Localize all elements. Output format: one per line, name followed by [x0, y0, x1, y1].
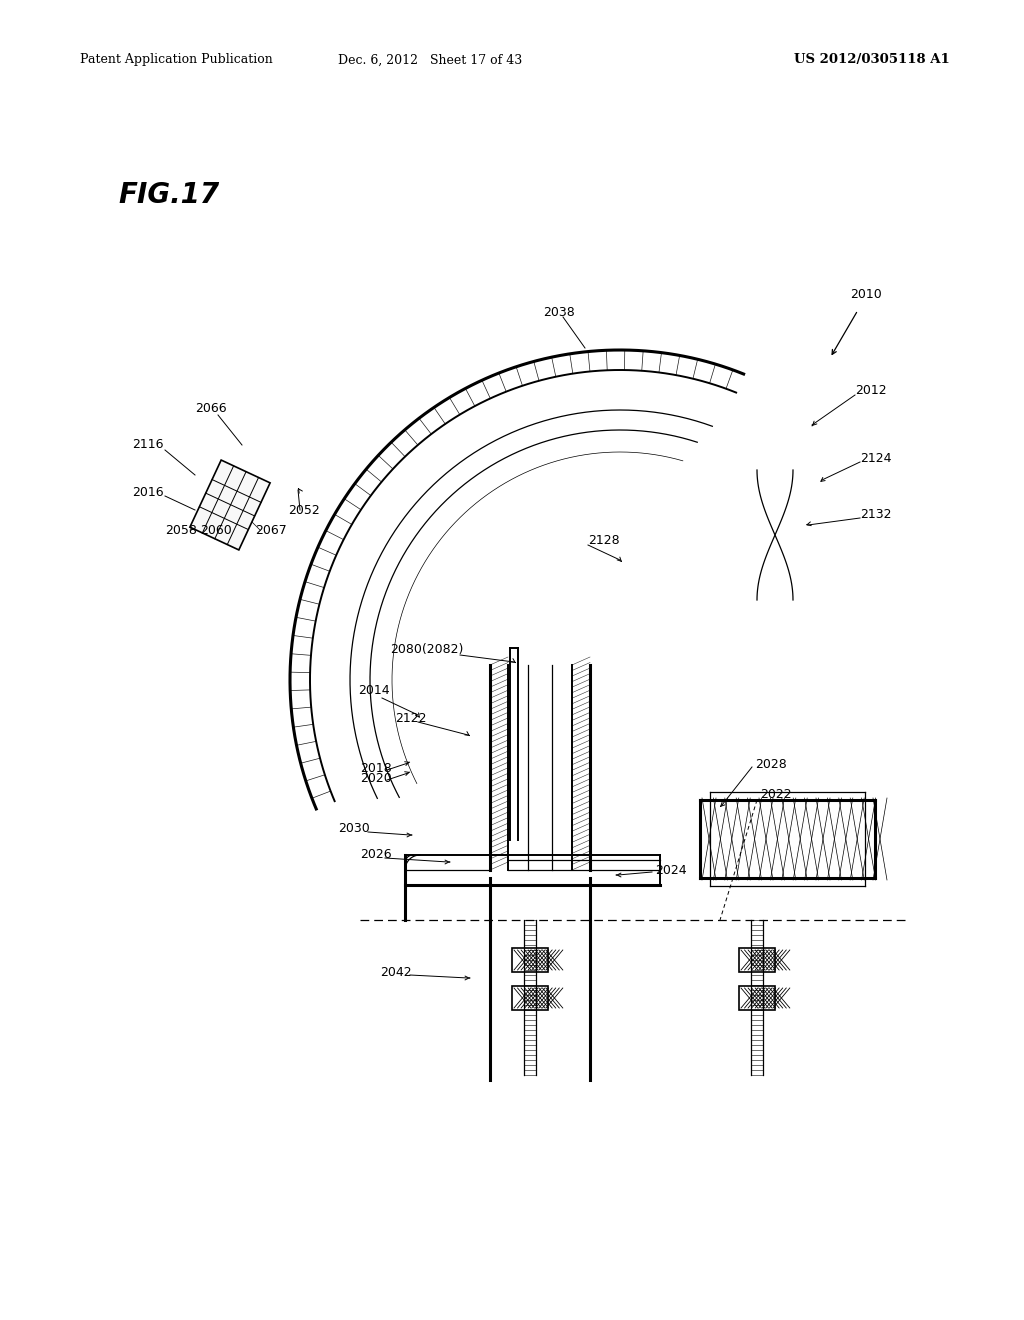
Text: 2080(2082): 2080(2082)	[390, 644, 464, 656]
Text: 2058: 2058	[165, 524, 197, 536]
Text: 2038: 2038	[543, 305, 574, 318]
Text: 2020: 2020	[360, 771, 392, 784]
Bar	[512, 986, 548, 1010]
Text: 2066: 2066	[195, 401, 226, 414]
Text: 2060: 2060	[200, 524, 231, 536]
Text: 2128: 2128	[588, 533, 620, 546]
Bar	[512, 948, 548, 972]
Text: 2024: 2024	[655, 863, 687, 876]
Polygon shape	[189, 461, 270, 550]
Text: 2116: 2116	[132, 438, 164, 451]
Text: 2022: 2022	[760, 788, 792, 801]
Bar	[739, 948, 775, 972]
Text: US 2012/0305118 A1: US 2012/0305118 A1	[795, 54, 950, 66]
Text: 2042: 2042	[380, 965, 412, 978]
Text: FIG.17: FIG.17	[118, 181, 219, 209]
Text: 2018: 2018	[360, 762, 392, 775]
Text: 2026: 2026	[360, 849, 391, 862]
Text: 2028: 2028	[755, 759, 786, 771]
Text: 2122: 2122	[395, 711, 427, 725]
Text: 2014: 2014	[358, 684, 389, 697]
Text: 2067: 2067	[255, 524, 287, 536]
Text: 2030: 2030	[338, 821, 370, 834]
Text: 2132: 2132	[860, 508, 892, 521]
Text: Dec. 6, 2012   Sheet 17 of 43: Dec. 6, 2012 Sheet 17 of 43	[338, 54, 522, 66]
Text: 2016: 2016	[132, 486, 164, 499]
Text: 2010: 2010	[850, 289, 882, 301]
Text: Patent Application Publication: Patent Application Publication	[80, 54, 272, 66]
Text: 2012: 2012	[855, 384, 887, 396]
Bar	[739, 986, 775, 1010]
Text: 2052: 2052	[288, 503, 319, 516]
Text: 2124: 2124	[860, 451, 892, 465]
